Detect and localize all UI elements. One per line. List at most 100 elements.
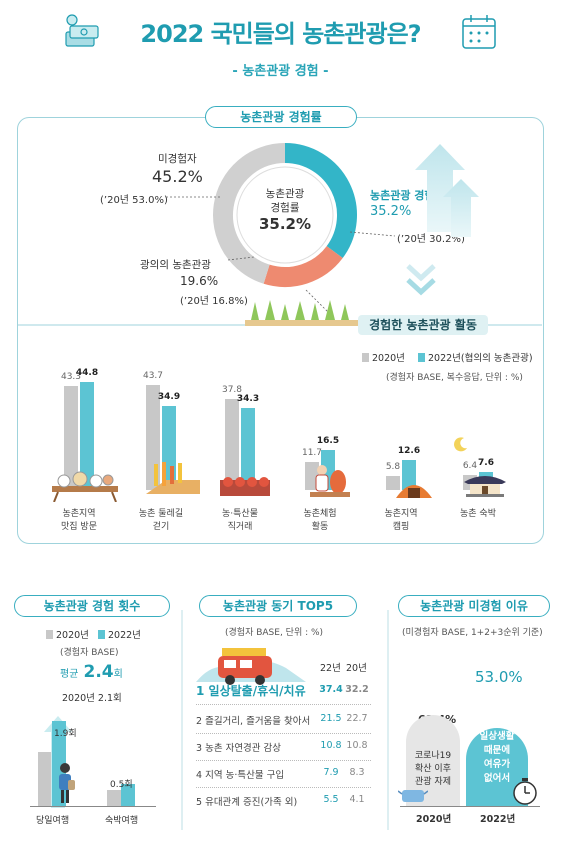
- motive-value-20: 32.2: [345, 684, 369, 695]
- motive-rank: 5: [196, 797, 206, 808]
- activities-base-note: (경험자 BASE, 복수응답, 단위 : %): [386, 373, 523, 383]
- motive-label: 즐길거리, 즐거움을 찾아서: [205, 716, 311, 727]
- motive-rank: 3: [196, 743, 206, 754]
- donut-center-label-1: 농촌관광: [265, 188, 305, 200]
- inexperienced-value: 45.2%: [152, 167, 203, 186]
- section-label-experience-rate: 농촌관광 경험률: [205, 106, 357, 128]
- calendar-icon: [459, 12, 499, 52]
- reasons-year-2020: 2020년: [416, 814, 452, 825]
- reasons-text-2022-2: 일상생활: [479, 731, 515, 742]
- count-bar-daytrip-2020: [38, 752, 52, 806]
- experience-label: 농촌관광 경험: [370, 189, 435, 202]
- donut-center-value: 35.2%: [258, 215, 312, 233]
- activity-value-2-2022: 34.3: [236, 393, 260, 404]
- reasons-text-2022-3: 때문에: [483, 745, 511, 756]
- motive-value-22: 10.8: [320, 740, 342, 751]
- donut-slice-experience: [284, 143, 357, 259]
- motive-value-22: 7.9: [323, 767, 339, 778]
- reasons-baseline: [400, 806, 540, 807]
- money-icon: [62, 12, 102, 52]
- motive-label: 일상탈출/휴식/치유: [208, 684, 306, 698]
- motive-row: 2 즐길거리, 즐거움을 찾아서: [196, 713, 371, 727]
- count-bar-overnight-2022: [121, 783, 135, 806]
- activity-bar-0-2022: [80, 382, 94, 490]
- motives-col-22: 22년: [320, 663, 341, 674]
- section-label-count: 농촌관광 경험 횟수: [14, 595, 170, 617]
- count-bar-overnight-2020: [107, 790, 121, 806]
- section-label-motives: 농촌관광 동기 TOP5: [199, 595, 357, 617]
- activity-value-3-2020: 11.7: [301, 447, 323, 458]
- experience-prev: (’20년 30.2%): [397, 234, 465, 245]
- activity-category-3: 농촌체험 활동: [285, 508, 355, 534]
- motive-value-22: 5.5: [323, 794, 339, 805]
- corn-field-icon: [245, 300, 360, 326]
- camper-van-icon: [196, 648, 306, 685]
- reasons-text-2020-1: 코로나19: [414, 751, 452, 761]
- motive-separator: [196, 704, 371, 705]
- farm-experience-icon: [310, 465, 350, 497]
- produce-icon: [220, 477, 270, 496]
- count-legend-swatch-2020: [46, 630, 53, 639]
- activity-value-4-2020: 5.8: [385, 462, 401, 473]
- legend-swatch-2020: [362, 353, 369, 362]
- clock-icon: [513, 778, 537, 805]
- motive-rank: 2: [196, 716, 206, 727]
- motive-row: 3 농촌 자연경관 감상: [196, 740, 371, 754]
- up-arrows-icon: [415, 144, 479, 237]
- activity-bar-4-2020: [386, 476, 400, 490]
- hanok-icon: [464, 476, 506, 497]
- section-label-activities: 경험한 농촌관광 활동: [358, 315, 488, 335]
- page-subtitle: - 농촌관광 경험 -: [232, 64, 329, 79]
- activity-category-0: 농촌지역 맛집 방문: [44, 508, 114, 534]
- inexperienced-label: 미경험자: [158, 153, 197, 165]
- activity-value-1-2020: 43.7: [142, 371, 164, 382]
- count-legend-text-2020: 2020년: [56, 630, 89, 641]
- motive-value-20: 8.3: [349, 767, 365, 778]
- count-cat-2: 숙박여행: [105, 816, 139, 826]
- activity-category-line1: 농촌지역: [384, 509, 418, 519]
- reasons-year-2022: 2022년: [480, 814, 516, 825]
- reasons-text-2022-5: 없어서: [483, 773, 511, 784]
- activity-bar-2-2020: [225, 399, 239, 490]
- activities-legend-2020: 2020년: [362, 350, 405, 364]
- count-bar-2-label: 0.5회: [110, 780, 133, 790]
- page-title: 2022 국민들의 농촌관광은?: [140, 20, 421, 48]
- reasons-value-2022: 53.0%: [475, 668, 523, 686]
- reasons-text-2022-1: 바쁜: [488, 717, 506, 728]
- reasons-base-note: (미경험자 BASE, 1+2+3순위 기준): [402, 628, 543, 638]
- section-label-reasons: 농촌관광 미경험 이유: [398, 595, 550, 617]
- activity-bar-0-2020: [64, 386, 78, 490]
- activity-category-1: 농촌 둘레길 걷기: [126, 508, 196, 534]
- restaurant-table-icon: [52, 471, 118, 502]
- trail-icon: [146, 462, 200, 494]
- activity-category-5: 농촌 숙박: [443, 508, 513, 521]
- motive-value-20: 22.7: [346, 713, 368, 724]
- count-bar-1-label: 1.9회: [54, 729, 77, 739]
- reasons-text-2020-3: 관광 자제: [415, 777, 451, 787]
- motive-row: 4 지역 농·특산물 구입: [196, 767, 371, 781]
- motive-rank: 1: [196, 684, 209, 698]
- reasons-text-2020-2: 확산 이후: [415, 764, 451, 774]
- activity-value-1-2022: 34.9: [157, 392, 181, 403]
- activity-bar-2-2022: [241, 407, 255, 490]
- motive-value-22: 37.4: [319, 684, 343, 695]
- activity-category-line2: 걷기: [152, 522, 170, 532]
- broad-prev: (’20년 16.8%): [180, 296, 248, 307]
- motives-base-note: (경험자 BASE, 단위 : %): [225, 628, 324, 638]
- motive-separator: [196, 787, 371, 788]
- activity-category-line2: 직거래: [227, 522, 253, 532]
- activity-value-0-2022: 44.8: [75, 368, 99, 379]
- motive-row: 5 유대관계 증진(가족 외): [196, 794, 371, 808]
- count-avg-prev: 2020년 2.1회: [62, 693, 122, 704]
- count-baseline: [30, 806, 156, 807]
- donut-inner-circle: [236, 166, 334, 264]
- activities-legend-2022: 2022년(협의의 농촌관광): [418, 350, 533, 364]
- activity-category-line1: 농촌 숙박: [460, 509, 496, 519]
- activity-category-line2: 캠핑: [392, 522, 410, 532]
- experience-donut: [213, 143, 357, 287]
- reasons-text-2022-4: 여유가: [483, 759, 511, 770]
- motive-label: 유대관계 증진(가족 외): [205, 797, 298, 808]
- donut-center-label-2: 경험률: [270, 202, 300, 214]
- motive-value-20: 10.8: [346, 740, 368, 751]
